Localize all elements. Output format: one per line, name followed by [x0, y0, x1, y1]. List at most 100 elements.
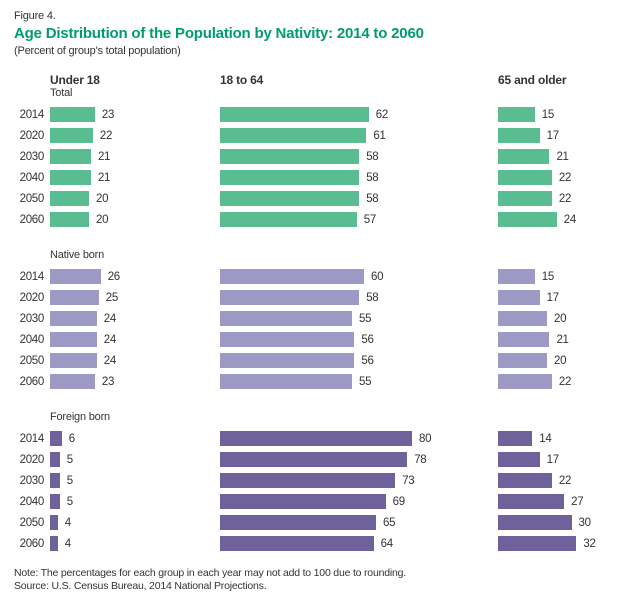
year-label: 2030	[14, 151, 44, 163]
bar	[220, 269, 364, 284]
bar-cell: 56	[220, 353, 498, 368]
year-label: 2040	[14, 334, 44, 346]
bar-cell: 22	[498, 374, 628, 389]
bar	[498, 332, 549, 347]
bar-value-label: 24	[564, 214, 576, 226]
bar-value-label: 58	[366, 292, 378, 304]
bar	[220, 107, 369, 122]
bar-value-label: 21	[556, 151, 568, 163]
bar	[50, 269, 101, 284]
bar	[50, 536, 58, 551]
column-header-under-18: Under 18	[50, 73, 220, 87]
group-label-row: Native born	[14, 249, 640, 263]
bar-row: 2060 4 64 32	[14, 536, 640, 551]
figure-number: Figure 4.	[14, 10, 640, 23]
bar-cell: 55	[220, 374, 498, 389]
year-label: 2060	[14, 376, 44, 388]
bar-value-label: 21	[556, 334, 568, 346]
bar	[220, 191, 359, 206]
bar	[498, 170, 552, 185]
bar-cell: 4	[50, 515, 220, 530]
bar-value-label: 23	[102, 376, 114, 388]
bar	[498, 311, 547, 326]
year-label: 2014	[14, 109, 44, 121]
bar-cell: 24	[50, 332, 220, 347]
bar-cell: 22	[50, 128, 220, 143]
bar-cell: 21	[498, 149, 628, 164]
bar-value-label: 22	[559, 475, 571, 487]
bar-value-label: 5	[67, 454, 73, 466]
bar-value-label: 56	[361, 334, 373, 346]
bar	[50, 452, 60, 467]
group-label-row: Total	[14, 87, 640, 101]
bar-cell: 73	[220, 473, 498, 488]
year-label: 2040	[14, 496, 44, 508]
bar-cell: 14	[498, 431, 628, 446]
bar-cell: 20	[498, 353, 628, 368]
bar-cell: 27	[498, 494, 628, 509]
bar	[50, 128, 93, 143]
bar	[498, 374, 552, 389]
bar-cell: 58	[220, 149, 498, 164]
bar	[498, 515, 572, 530]
bar-value-label: 15	[542, 109, 554, 121]
column-headers: Under 18 18 to 64 65 and older	[14, 73, 640, 87]
bar	[498, 494, 564, 509]
bar-value-label: 20	[96, 193, 108, 205]
bar-value-label: 22	[559, 193, 571, 205]
bar-value-label: 24	[104, 334, 116, 346]
bar	[220, 311, 352, 326]
bar-value-label: 17	[547, 292, 559, 304]
bar-value-label: 17	[547, 454, 559, 466]
bar-row: 2040 24 56 21	[14, 332, 640, 347]
bar	[220, 374, 352, 389]
bar-value-label: 20	[554, 313, 566, 325]
bar-cell: 25	[50, 290, 220, 305]
bar-value-label: 22	[559, 172, 571, 184]
bar-value-label: 64	[381, 538, 393, 550]
bar	[220, 149, 359, 164]
bar-value-label: 60	[371, 271, 383, 283]
bar-value-label: 24	[104, 355, 116, 367]
bar-cell: 26	[50, 269, 220, 284]
bar-cell: 15	[498, 107, 628, 122]
year-label: 2060	[14, 538, 44, 550]
bar-cell: 58	[220, 170, 498, 185]
bar-cell: 4	[50, 536, 220, 551]
bar-value-label: 6	[69, 433, 75, 445]
bar-cell: 20	[498, 311, 628, 326]
bar-value-label: 5	[67, 496, 73, 508]
bar-cell: 22	[498, 170, 628, 185]
bar-cell: 17	[498, 290, 628, 305]
bar-cell: 65	[220, 515, 498, 530]
bar-cell: 24	[50, 353, 220, 368]
bar	[50, 290, 99, 305]
note-text: Note: The percentages for each group in …	[14, 567, 640, 580]
bar	[220, 128, 366, 143]
bar	[50, 170, 91, 185]
bar-cell: 17	[498, 452, 628, 467]
bar	[498, 473, 552, 488]
bar-value-label: 61	[373, 130, 385, 142]
bar-value-label: 22	[559, 376, 571, 388]
bar-value-label: 58	[366, 193, 378, 205]
bar-cell: 21	[50, 170, 220, 185]
bar	[498, 536, 576, 551]
bar-value-label: 73	[402, 475, 414, 487]
bar	[50, 212, 89, 227]
bar-value-label: 25	[106, 292, 118, 304]
bar-value-label: 4	[65, 538, 71, 550]
bar-cell: 61	[220, 128, 498, 143]
bar-value-label: 20	[554, 355, 566, 367]
bar	[220, 515, 376, 530]
bar-value-label: 32	[583, 538, 595, 550]
bar-cell: 60	[220, 269, 498, 284]
